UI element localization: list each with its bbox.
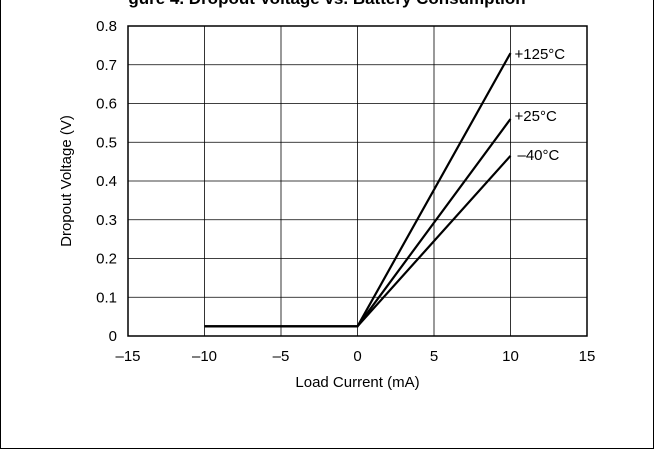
y-tick-label: 0.8 [96,18,117,35]
x-tick-label: 0 [353,348,361,365]
x-tick-label: 5 [430,348,438,365]
series-labels: +125°C +25°C –40°C [515,46,566,164]
y-tick-label: 0.4 [96,173,117,190]
x-tick-label: 10 [502,348,519,365]
x-tick-label: –5 [273,348,290,365]
y-tick-label: 0.7 [96,57,117,74]
y-tick-label: 0 [109,328,117,345]
y-tick-label: 0.6 [96,96,117,113]
x-tick-label: 15 [579,348,596,365]
y-axis-label: Dropout Voltage (V) [58,115,75,247]
chart-title: gure 4. Dropout Voltage vs. Battery Cons… [0,0,654,9]
y-tick-label: 0.3 [96,212,117,229]
series-line-2 [204,155,512,328]
x-tick-label: –15 [115,348,140,365]
series-lines [204,52,512,328]
y-tick-label: 0.5 [96,134,117,151]
plot-area-border [127,25,588,337]
x-tick-labels: –15 –10 –5 0 5 10 15 [115,348,595,365]
series-label-2: –40°C [518,147,560,164]
x-tick-label: –10 [192,348,217,365]
y-tick-labels: 0 0.1 0.2 0.3 0.4 0.5 0.6 0.7 0.8 [96,18,117,345]
series-label-0: +125°C [515,46,566,63]
grid-lines [127,25,588,337]
y-tick-label: 0.1 [96,289,117,306]
x-axis-label: Load Current (mA) [295,374,419,391]
y-tick-label: 0.2 [96,251,117,268]
series-label-1: +25°C [515,108,557,125]
